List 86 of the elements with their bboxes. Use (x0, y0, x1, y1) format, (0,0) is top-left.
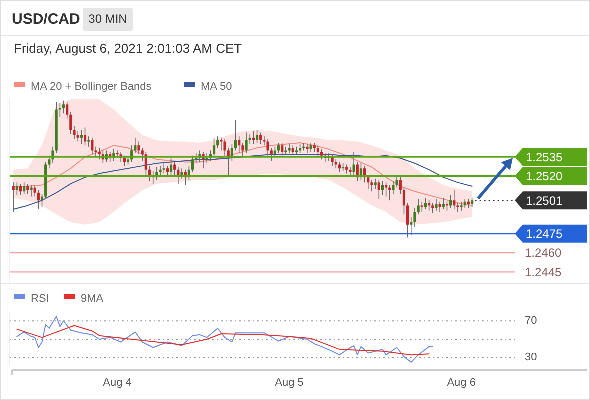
legend-label: 9MA (81, 292, 104, 305)
candlestick (80, 130, 83, 145)
ref-line-label: 1.2501 (526, 194, 564, 208)
candlestick (98, 148, 101, 160)
x-tick-label: Aug 5 (275, 377, 304, 389)
candlestick (252, 131, 255, 145)
chart-subtitle: 30 MIN (88, 12, 128, 26)
candlestick (316, 145, 320, 156)
ref-line-label: 1.2535 (526, 150, 564, 164)
candlestick (12, 182, 15, 212)
candlestick (66, 102, 69, 120)
candlestick (306, 144, 309, 154)
candlestick (274, 146, 277, 158)
candlestick (420, 201, 424, 212)
legend-label: MA 50 (201, 80, 232, 93)
candlestick (37, 190, 40, 210)
candlestick (450, 195, 452, 209)
candlestick (424, 198, 428, 210)
candlestick (174, 162, 176, 176)
candlestick (30, 184, 33, 198)
candlestick (438, 201, 442, 212)
y-tick-label: 30 (525, 352, 538, 364)
x-tick-label: Aug 6 (447, 377, 476, 389)
candlestick (256, 130, 259, 144)
legend-label: MA 20 + Bollinger Bands (31, 80, 152, 93)
candlestick (388, 184, 392, 201)
candlestick (141, 148, 144, 162)
candlestick (399, 177, 402, 195)
ref-line-label: 1.2445 (525, 265, 562, 280)
candlestick (352, 152, 356, 176)
line-series (16, 316, 434, 363)
candlestick (148, 166, 152, 182)
line-series (16, 325, 430, 356)
chart-title: USD/CAD (12, 11, 80, 28)
candlestick (88, 136, 90, 148)
candlestick (76, 131, 80, 142)
candlestick (281, 142, 284, 156)
candlestick (453, 190, 456, 210)
candlestick (62, 100, 66, 114)
candlestick (277, 142, 280, 154)
candlestick (432, 202, 434, 214)
candlestick (180, 168, 184, 180)
candlestick (435, 198, 438, 212)
candlestick (313, 142, 316, 152)
candlestick (166, 166, 169, 178)
candlestick (58, 102, 62, 118)
candlestick (428, 200, 431, 212)
text: Friday, August 6, 2021 2:01:03 AM CET (14, 41, 242, 56)
legend-label: RSI (31, 292, 50, 305)
candlestick (406, 202, 410, 238)
candlestick (284, 146, 288, 155)
candlestick (23, 182, 26, 195)
candlestick (367, 174, 370, 190)
candlestick (320, 149, 324, 160)
candlestick (212, 138, 216, 158)
candlestick (34, 184, 36, 198)
candlestick (162, 163, 166, 174)
candlestick (442, 198, 445, 210)
candlestick (220, 138, 223, 152)
candlestick (381, 181, 384, 196)
candlestick (234, 120, 238, 152)
candlestick (260, 132, 262, 145)
candlestick (245, 132, 248, 154)
candlestick (159, 166, 162, 177)
ref-line-label: 1.2460 (525, 246, 562, 260)
candlestick (378, 180, 380, 200)
candlestick (288, 144, 291, 154)
candlestick (460, 201, 463, 212)
candlestick (385, 182, 388, 198)
candlestick (238, 136, 241, 154)
candlestick (84, 127, 87, 146)
ref-line-label: 1.2475 (526, 227, 564, 242)
y-tick-label: 70 (525, 315, 538, 328)
ref-line-label: 1.2520 (526, 169, 564, 184)
candlestick (70, 112, 72, 134)
candlestick (402, 187, 406, 216)
candlestick (19, 184, 22, 196)
candlestick (170, 158, 173, 176)
candlestick (374, 178, 377, 190)
candlestick (191, 155, 194, 173)
candlestick (216, 136, 220, 149)
candlestick (26, 184, 30, 195)
x-tick-label: Aug 4 (103, 377, 132, 389)
candlestick (396, 174, 398, 188)
candlestick (91, 138, 94, 155)
candlestick (16, 182, 18, 196)
